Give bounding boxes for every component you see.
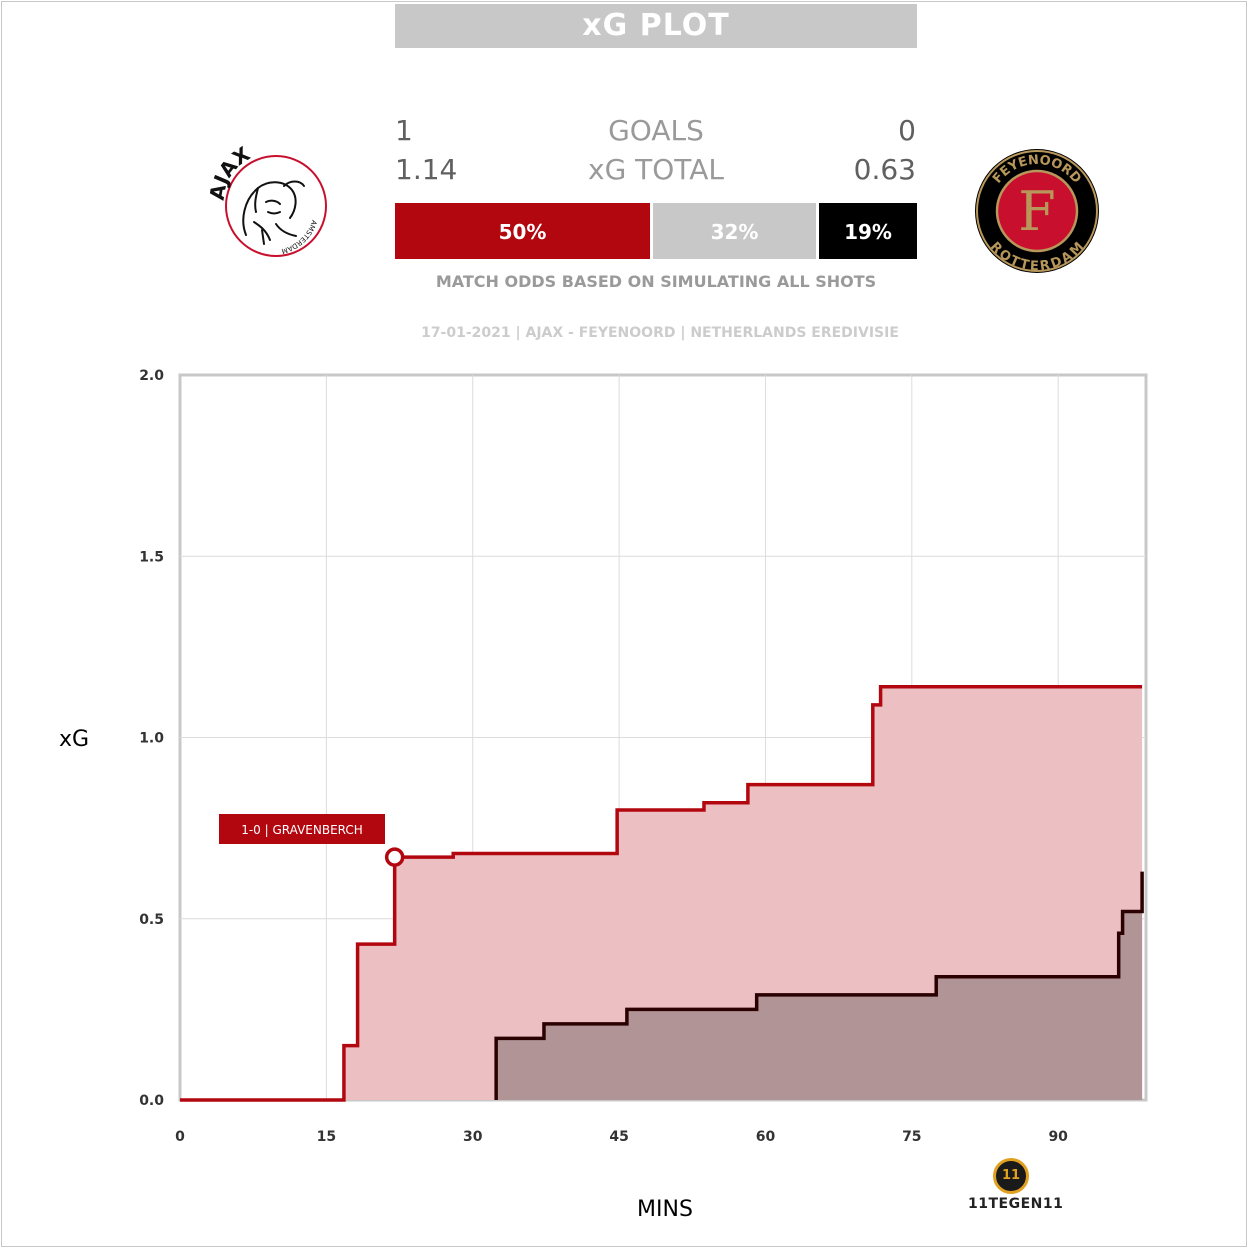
home-xg-total: 1.14 bbox=[395, 153, 458, 186]
x-tick-label: 0 bbox=[175, 1129, 185, 1145]
brand-text: 11TEGEN11 bbox=[968, 1196, 1064, 1212]
x-tick-label: 15 bbox=[317, 1129, 336, 1145]
feyenoord-letter: F bbox=[1018, 180, 1055, 243]
x-tick-label: 30 bbox=[463, 1129, 483, 1145]
ajax-logo-icon: AJAX AMSTERDAM bbox=[210, 141, 327, 257]
x-tick-label: 45 bbox=[609, 1129, 628, 1145]
chart-ticks: 0 15 30 45 60 75 90 0.0 0.5 1.0 1.5 2.0 bbox=[139, 368, 1068, 1145]
y-axis-label: xG bbox=[59, 727, 89, 752]
home-xg-line bbox=[180, 685, 1143, 1102]
x-tick-label: 60 bbox=[756, 1129, 776, 1145]
chart-annotation: 1-0 | GRAVENBERCH bbox=[219, 814, 405, 867]
x-tick-label: 75 bbox=[902, 1129, 921, 1145]
odds-caption: MATCH ODDS BASED ON SIMULATING ALL SHOTS bbox=[435, 272, 877, 291]
y-tick-label: 0.5 bbox=[139, 912, 164, 928]
draw-odds-bar: 32% bbox=[653, 203, 816, 259]
away-xg-area bbox=[496, 871, 1143, 1100]
away-xg-total: 0.63 bbox=[853, 153, 916, 186]
match-info: 17-01-2021 | AJAX - FEYENOORD | NETHERLA… bbox=[421, 325, 899, 341]
goal-annotation-label: 1-0 | GRAVENBERCH bbox=[241, 823, 363, 837]
x-axis-label: MINS bbox=[637, 1197, 693, 1222]
chart-fills bbox=[180, 686, 1143, 1100]
away-goals: 0 bbox=[898, 114, 916, 147]
goal-annotation-box bbox=[219, 814, 385, 844]
xg-total-label: xG TOTAL bbox=[588, 153, 724, 186]
x-tick-label: 90 bbox=[1048, 1129, 1068, 1145]
away-xg-line bbox=[494, 871, 1144, 1100]
away-win-odds-bar: 19% bbox=[819, 203, 917, 259]
goal-marker bbox=[384, 847, 405, 867]
brand-logo: 11 11TEGEN11 bbox=[968, 1158, 1064, 1212]
y-tick-label: 0.0 bbox=[139, 1093, 164, 1109]
goals-label: GOALS bbox=[608, 114, 704, 147]
brand-mark-icon: 11 bbox=[993, 1158, 1029, 1194]
y-tick-label: 2.0 bbox=[139, 368, 164, 384]
page-title: xG PLOT bbox=[395, 4, 917, 48]
y-tick-label: 1.5 bbox=[139, 549, 164, 565]
feyenoord-logo-icon: F FEYENOORD ROTTERDAM bbox=[975, 149, 1099, 274]
y-tick-label: 1.0 bbox=[139, 731, 164, 747]
chart-lines bbox=[180, 685, 1144, 1102]
home-goals: 1 bbox=[395, 114, 413, 147]
home-win-odds-bar: 50% bbox=[395, 203, 650, 259]
